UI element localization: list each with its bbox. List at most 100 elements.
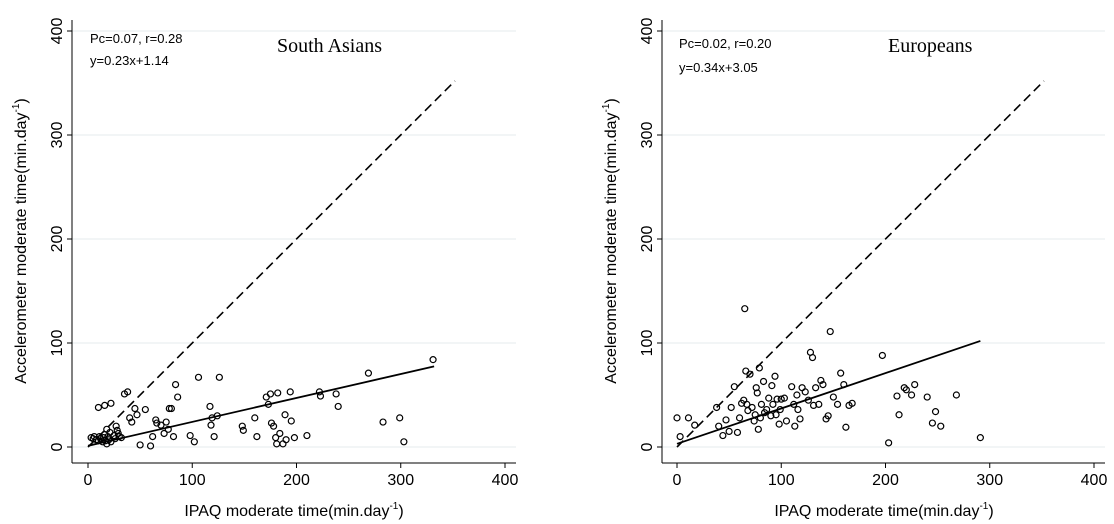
data-point <box>833 400 842 408</box>
x-tick-label: 300 <box>387 472 414 489</box>
data-point <box>266 390 275 398</box>
y-axis-label: Accelerometer moderate time(min.day-1) <box>11 98 30 383</box>
y-axis-label-sup: -1 <box>601 103 612 112</box>
chart-panel-south-asians: 0 100 200 300 400 0 100 200 300 400 Pc=0.07, r=0.… <box>11 18 518 520</box>
data-point <box>206 402 214 411</box>
reference-lines <box>87 80 456 448</box>
y-tick-label: 400 <box>49 18 66 45</box>
data-point <box>809 401 818 409</box>
regression-line <box>676 340 981 445</box>
data-point <box>900 384 908 392</box>
data-point <box>128 418 136 426</box>
data-point <box>952 391 960 399</box>
y-tick-label: 300 <box>639 122 656 149</box>
identity-line <box>87 80 456 448</box>
data-point <box>673 414 681 422</box>
data-point <box>752 384 760 392</box>
data-point <box>812 384 820 392</box>
x-tick-label: 300 <box>976 472 1003 489</box>
y-axis-label-text: Accelerometer moderate time(min.day <box>603 113 620 384</box>
data-point <box>102 437 110 445</box>
data-point <box>315 388 324 396</box>
data-point <box>769 400 777 408</box>
data-point <box>837 369 845 377</box>
data-point <box>110 431 118 440</box>
data-point <box>796 415 804 423</box>
data-point <box>171 381 180 389</box>
chart-title: Europeans <box>888 35 973 57</box>
data-point <box>829 393 837 401</box>
y-axis-label-close: ) <box>603 98 620 103</box>
data-point <box>782 417 791 425</box>
data-point <box>94 403 103 412</box>
data-point <box>676 433 684 441</box>
data-point <box>126 414 134 422</box>
data-point <box>251 414 259 422</box>
plot-area <box>72 20 516 463</box>
data-point <box>765 394 773 402</box>
chart-panel-europeans: 0 100 200 300 400 0 100 200 300 400 Pc=0.02, r=0.… <box>601 18 1107 520</box>
data-point <box>719 431 727 440</box>
data-points <box>87 356 437 450</box>
gridlines <box>662 30 1105 448</box>
data-point <box>911 381 919 389</box>
data-point <box>722 416 730 424</box>
y-tick-label: 200 <box>49 226 66 253</box>
x-axis-label-text: IPAQ moderate time(min.day <box>774 503 979 520</box>
x-axis-label-close: ) <box>988 503 993 520</box>
data-point <box>725 427 733 435</box>
x-axis-label-sup: -1 <box>979 501 988 512</box>
data-point <box>691 421 699 429</box>
data-point <box>213 412 221 420</box>
data-point <box>793 391 801 399</box>
data-point <box>98 438 107 446</box>
data-point <box>164 425 172 433</box>
data-point <box>133 411 141 419</box>
y-tick-label: 200 <box>639 226 656 253</box>
data-point <box>282 436 290 444</box>
data-point <box>885 439 893 447</box>
data-point <box>748 403 756 412</box>
data-point <box>112 422 120 430</box>
data-point <box>113 426 121 434</box>
data-point <box>928 419 937 427</box>
data-point <box>840 381 848 389</box>
data-point <box>756 414 765 422</box>
data-point <box>162 418 170 426</box>
data-point <box>160 429 168 438</box>
data-point <box>757 400 766 408</box>
data-points <box>673 305 984 447</box>
data-point <box>239 426 247 434</box>
data-point <box>790 400 798 408</box>
data-point <box>817 376 825 385</box>
x-axis-label-text: IPAQ moderate time(min.day <box>184 503 389 520</box>
data-point <box>117 434 125 442</box>
data-point <box>727 403 735 412</box>
data-point <box>772 411 780 419</box>
data-point <box>771 372 779 380</box>
data-point <box>801 388 809 396</box>
data-point <box>715 422 723 430</box>
data-point <box>286 388 294 396</box>
data-point <box>264 400 272 408</box>
x-tick-label: 100 <box>768 472 795 489</box>
data-point <box>165 404 173 413</box>
data-point <box>253 433 261 441</box>
data-point <box>773 395 781 403</box>
data-point <box>937 422 945 430</box>
data-point <box>124 388 132 396</box>
data-point <box>730 383 738 391</box>
x-axis-label: IPAQ moderate time(min.day-1) <box>774 501 993 520</box>
data-point <box>194 373 203 381</box>
reference-lines <box>676 80 1045 448</box>
x-tick-label: 0 <box>673 472 682 489</box>
data-point <box>316 392 325 400</box>
chart-title: South Asians <box>277 35 382 57</box>
data-point <box>149 433 157 441</box>
data-point <box>848 399 856 407</box>
data-point <box>753 389 761 397</box>
data-point <box>735 414 744 422</box>
data-point <box>136 441 144 449</box>
data-point <box>334 402 342 411</box>
